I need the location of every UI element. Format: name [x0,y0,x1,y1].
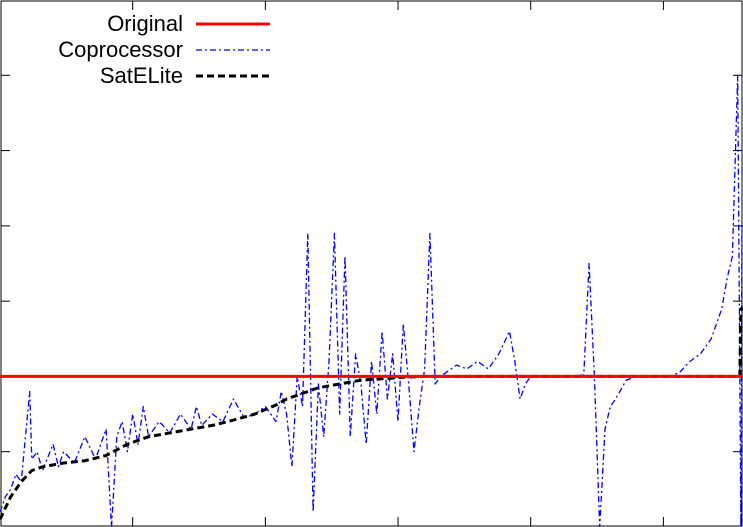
legend-label-coprocessor: Coprocessor [58,37,183,62]
series-line-satelite [0,307,743,521]
legend-label-satelite: SatELite [100,63,183,88]
series-line-coprocessor [0,74,743,527]
series-layer [0,74,743,527]
legend-label-original: Original [107,11,183,36]
